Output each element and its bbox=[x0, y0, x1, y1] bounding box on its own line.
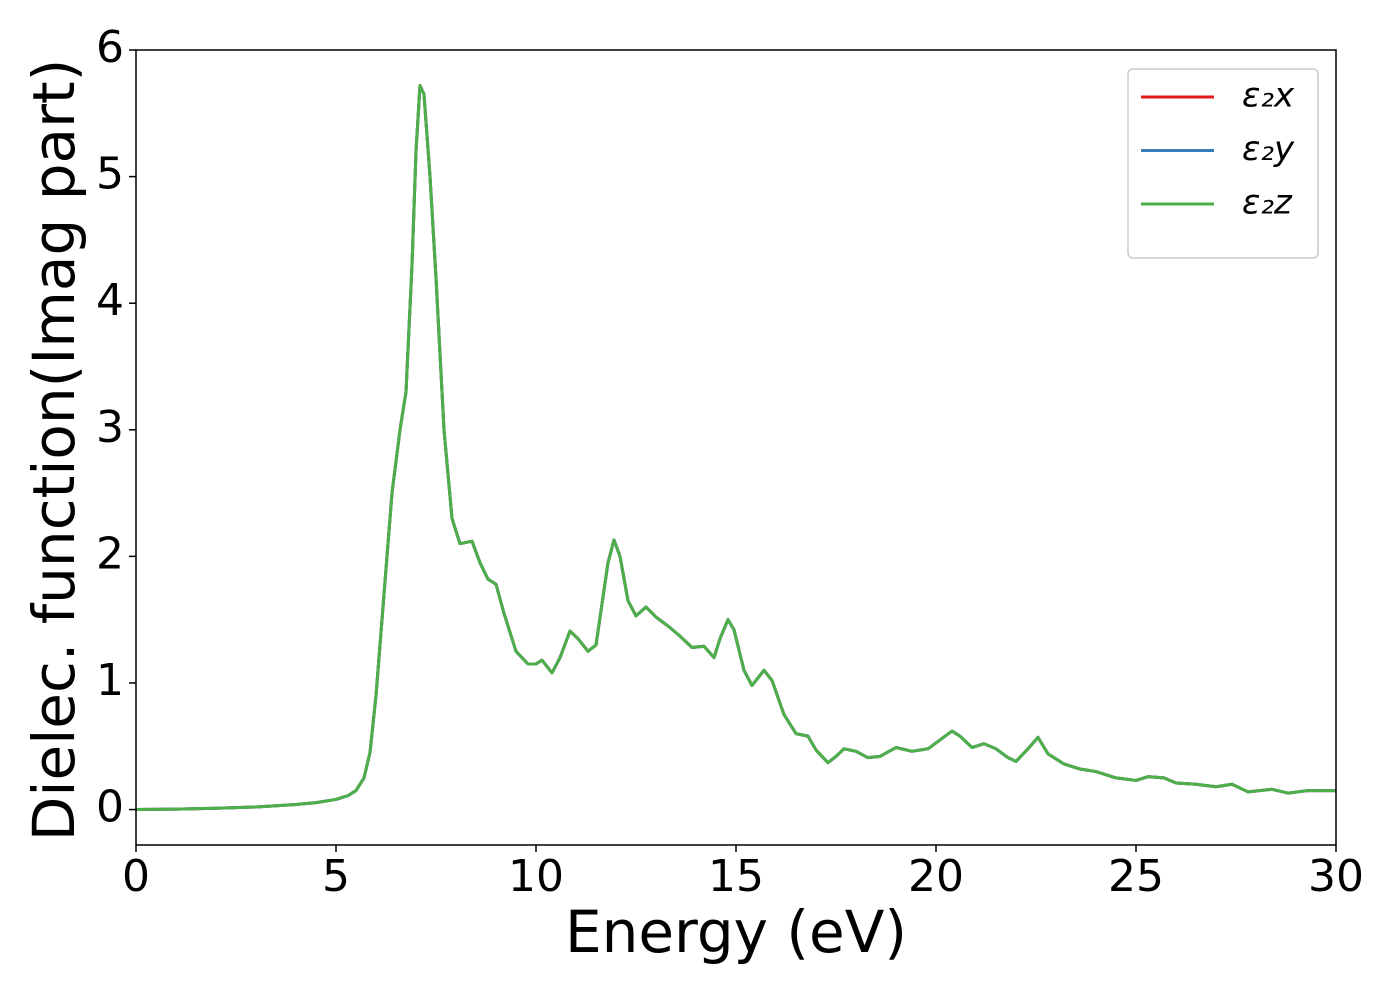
y-axis-label: Dielec. function(Imag part) bbox=[20, 59, 88, 842]
y-tick-label: 2 bbox=[96, 528, 124, 579]
legend-box bbox=[1127, 68, 1319, 259]
y-tick-label: 5 bbox=[96, 149, 124, 200]
x-axis-label: Energy (eV) bbox=[565, 898, 907, 966]
x-tick-label: 25 bbox=[1108, 851, 1164, 902]
data-line bbox=[135, 83, 1336, 812]
x-tick-label: 10 bbox=[508, 851, 564, 902]
x-tick-label: 0 bbox=[122, 851, 150, 902]
y-tick-label: 0 bbox=[96, 782, 124, 833]
x-tick-label: 20 bbox=[908, 851, 964, 902]
y-tick-label: 4 bbox=[96, 275, 124, 326]
x-tick-label: 15 bbox=[708, 851, 764, 902]
legend-label: ε₂z bbox=[1242, 183, 1293, 223]
x-tick-label: 5 bbox=[322, 851, 350, 902]
y-tick-label: 6 bbox=[96, 22, 124, 73]
y-tick-label: 3 bbox=[96, 402, 124, 453]
legend-label: ε₂x bbox=[1242, 76, 1295, 116]
y-tick-label: 1 bbox=[96, 655, 124, 706]
legend-label: ε₂y bbox=[1242, 129, 1295, 169]
x-tick-label: 30 bbox=[1308, 851, 1364, 902]
plot-frame bbox=[135, 49, 1337, 846]
